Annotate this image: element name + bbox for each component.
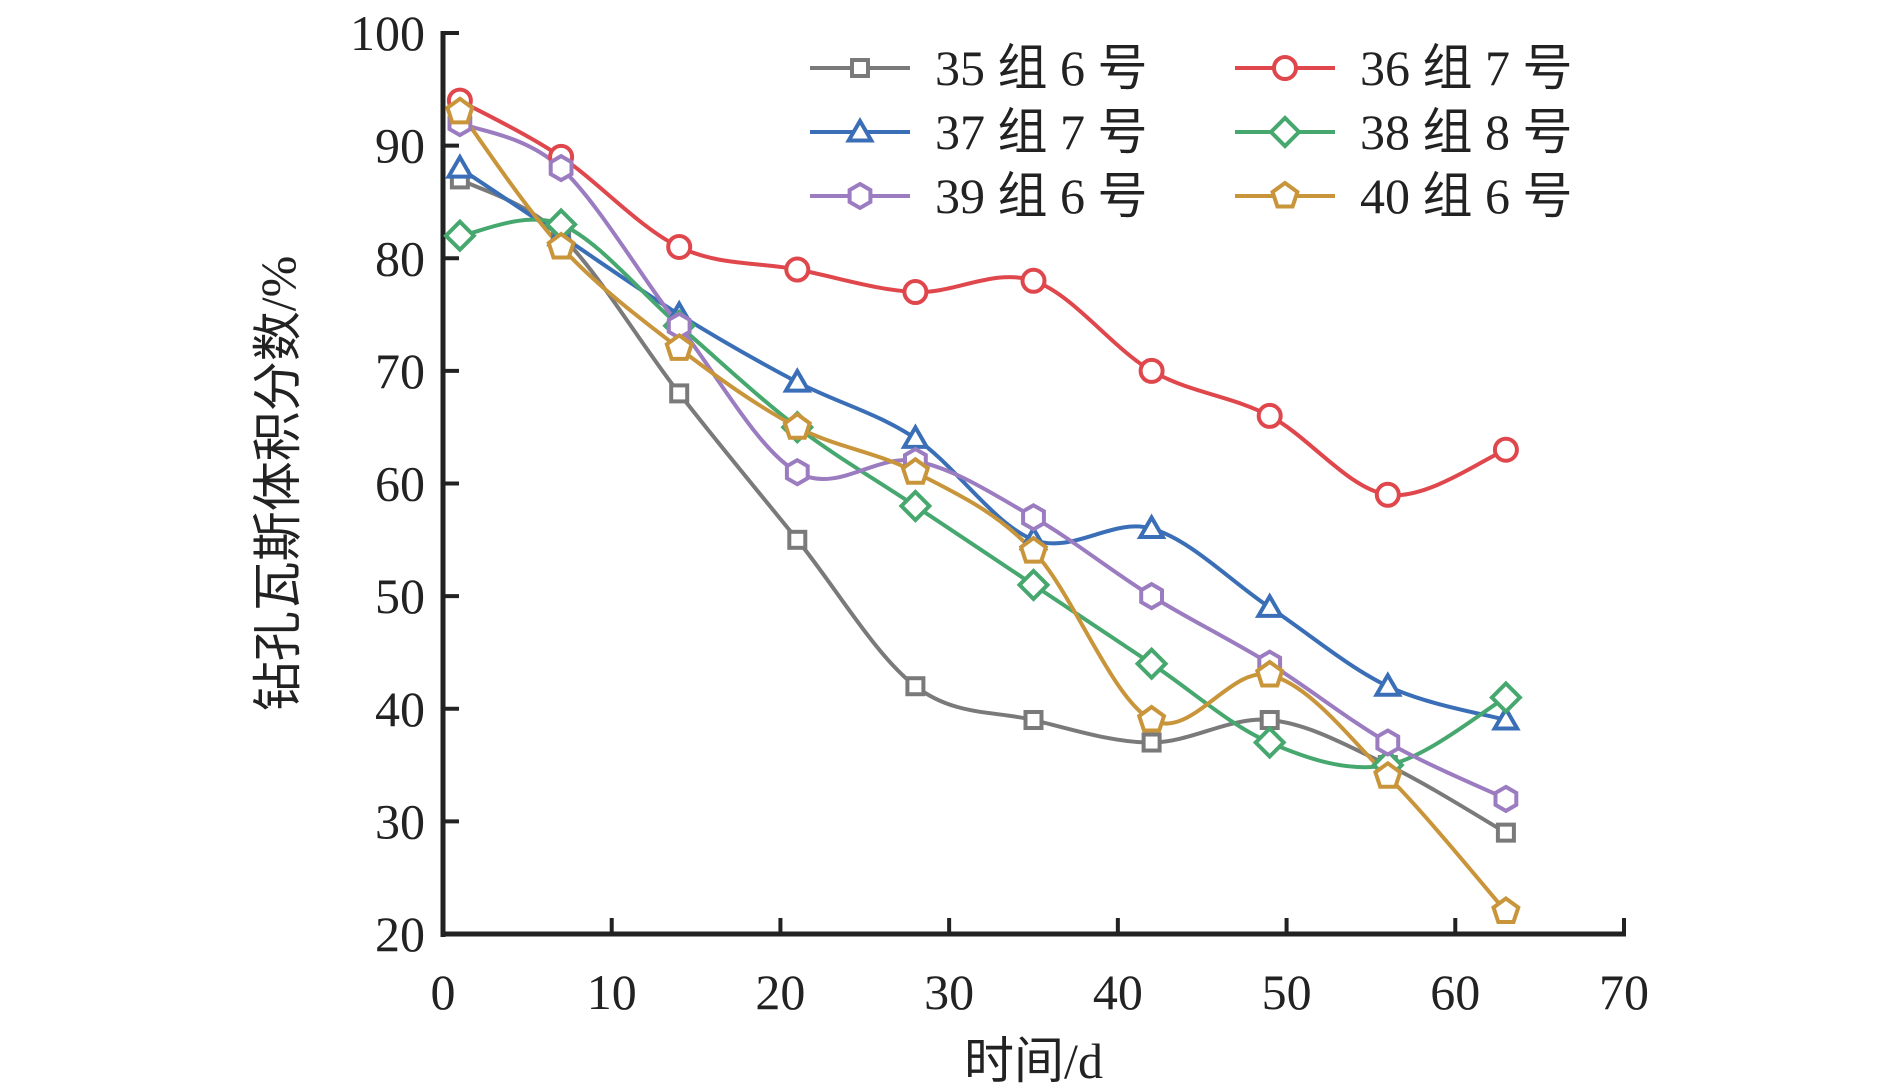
data-point-triangle — [1254, 592, 1285, 618]
data-point-square — [669, 383, 690, 404]
data-point-diamond — [1134, 646, 1169, 681]
series-line-5 — [459, 121, 1507, 801]
data-point-pentagon — [664, 332, 694, 361]
x-axis-title: 时间/d — [964, 1033, 1103, 1089]
x-tick-label: 30 — [924, 964, 974, 1020]
data-point-pentagon — [900, 456, 931, 485]
data-point-diamond — [544, 207, 578, 242]
data-point-pentagon — [1254, 659, 1285, 688]
legend-marker-circle — [1272, 55, 1298, 81]
legend-marker-hexagon — [847, 181, 873, 211]
data-point-triangle — [1136, 513, 1167, 539]
data-point-pentagon — [782, 411, 813, 440]
data-point-circle — [1256, 402, 1283, 429]
x-tick-label: 60 — [1430, 964, 1480, 1020]
legend-label: 40 组 6 号 — [1360, 168, 1573, 224]
data-point-square — [1023, 710, 1044, 731]
axes: 0 10 20 30 40 50 60 70 20 30 40 50 60 70 80 90 100 — [350, 5, 1649, 1020]
data-point-diamond — [1016, 568, 1051, 602]
data-point-triangle — [445, 153, 475, 179]
data-point-diamond — [443, 218, 477, 253]
legend: 35 组 6 号 36 组 7 号 37 组 7 号 38 组 8 号 39 组 6 号… — [810, 40, 1573, 224]
x-tick-label: 40 — [1093, 964, 1143, 1020]
data-point-circle — [902, 279, 929, 306]
series-line-4 — [459, 217, 1507, 770]
data-point-circle — [1374, 481, 1401, 508]
series-line-2 — [458, 98, 1507, 498]
series-lines — [458, 98, 1508, 913]
data-point-circle — [784, 256, 811, 283]
data-point-square — [905, 676, 926, 697]
data-point-square — [1259, 710, 1280, 731]
y-tick-label: 20 — [375, 906, 425, 962]
data-point-square — [1495, 822, 1516, 843]
data-point-diamond — [898, 489, 933, 523]
data-point-hexagon — [1139, 581, 1164, 611]
data-point-hexagon — [1021, 502, 1046, 532]
data-point-triangle — [900, 423, 931, 449]
data-point-pentagon — [1136, 704, 1167, 733]
data-point-pentagon — [445, 96, 475, 125]
legend-label: 35 组 6 号 — [935, 40, 1148, 96]
y-tick-label: 90 — [375, 118, 425, 174]
data-point-triangle — [782, 367, 813, 393]
legend-item: 40 组 6 号 — [1235, 168, 1573, 224]
y-tick-label: 30 — [375, 793, 425, 849]
data-point-triangle — [1491, 705, 1521, 731]
y-axis-title: 钻孔瓦斯体积分数/% — [250, 256, 306, 712]
legend-marker-diamond — [1268, 115, 1302, 149]
data-point-hexagon — [1375, 728, 1401, 757]
data-point-circle — [1492, 436, 1519, 463]
x-tick-label: 0 — [431, 964, 456, 1020]
x-tick-label: 20 — [755, 964, 805, 1020]
legend-marker-square — [850, 58, 870, 78]
data-point-diamond — [1489, 680, 1523, 715]
y-tick-label: 50 — [375, 568, 425, 624]
legend-item: 39 组 6 号 — [810, 168, 1148, 224]
legend-label: 36 组 7 号 — [1360, 40, 1573, 96]
legend-item: 38 组 8 号 — [1235, 104, 1573, 160]
series-line-6 — [458, 110, 1508, 913]
data-point-diamond — [1252, 725, 1287, 760]
y-tick-label: 80 — [375, 230, 425, 286]
series-line-3 — [458, 166, 1507, 722]
legend-item: 37 组 7 号 — [810, 104, 1148, 160]
legend-marker-triangle — [845, 117, 875, 143]
data-point-square — [1141, 732, 1162, 753]
data-point-pentagon — [546, 231, 576, 260]
y-tick-label: 100 — [350, 5, 425, 61]
data-point-square — [787, 529, 808, 550]
series-line-1 — [458, 177, 1507, 835]
x-tick-label: 10 — [587, 964, 637, 1020]
data-point-triangle — [1373, 671, 1403, 697]
series-markers — [443, 87, 1523, 924]
data-point-circle — [1138, 357, 1165, 384]
data-point-hexagon — [784, 457, 810, 487]
data-point-hexagon — [1493, 784, 1519, 814]
x-tick-label: 70 — [1599, 964, 1649, 1020]
data-point-pentagon — [1491, 896, 1521, 924]
data-point-hexagon — [548, 153, 574, 183]
y-tick-label: 70 — [375, 343, 425, 399]
legend-marker-pentagon — [1270, 180, 1300, 209]
legend-item: 36 组 7 号 — [1235, 40, 1573, 96]
x-tick-label: 50 — [1262, 964, 1312, 1020]
data-point-pentagon — [1373, 760, 1403, 789]
legend-item: 35 组 6 号 — [810, 40, 1148, 96]
legend-label: 39 组 6 号 — [935, 168, 1148, 224]
data-point-circle — [1020, 267, 1047, 294]
data-point-pentagon — [1018, 535, 1049, 564]
y-tick-label: 40 — [375, 681, 425, 737]
legend-label: 37 组 7 号 — [935, 104, 1148, 160]
data-point-circle — [666, 233, 693, 260]
legend-label: 38 组 8 号 — [1360, 104, 1573, 160]
y-tick-label: 60 — [375, 456, 425, 512]
